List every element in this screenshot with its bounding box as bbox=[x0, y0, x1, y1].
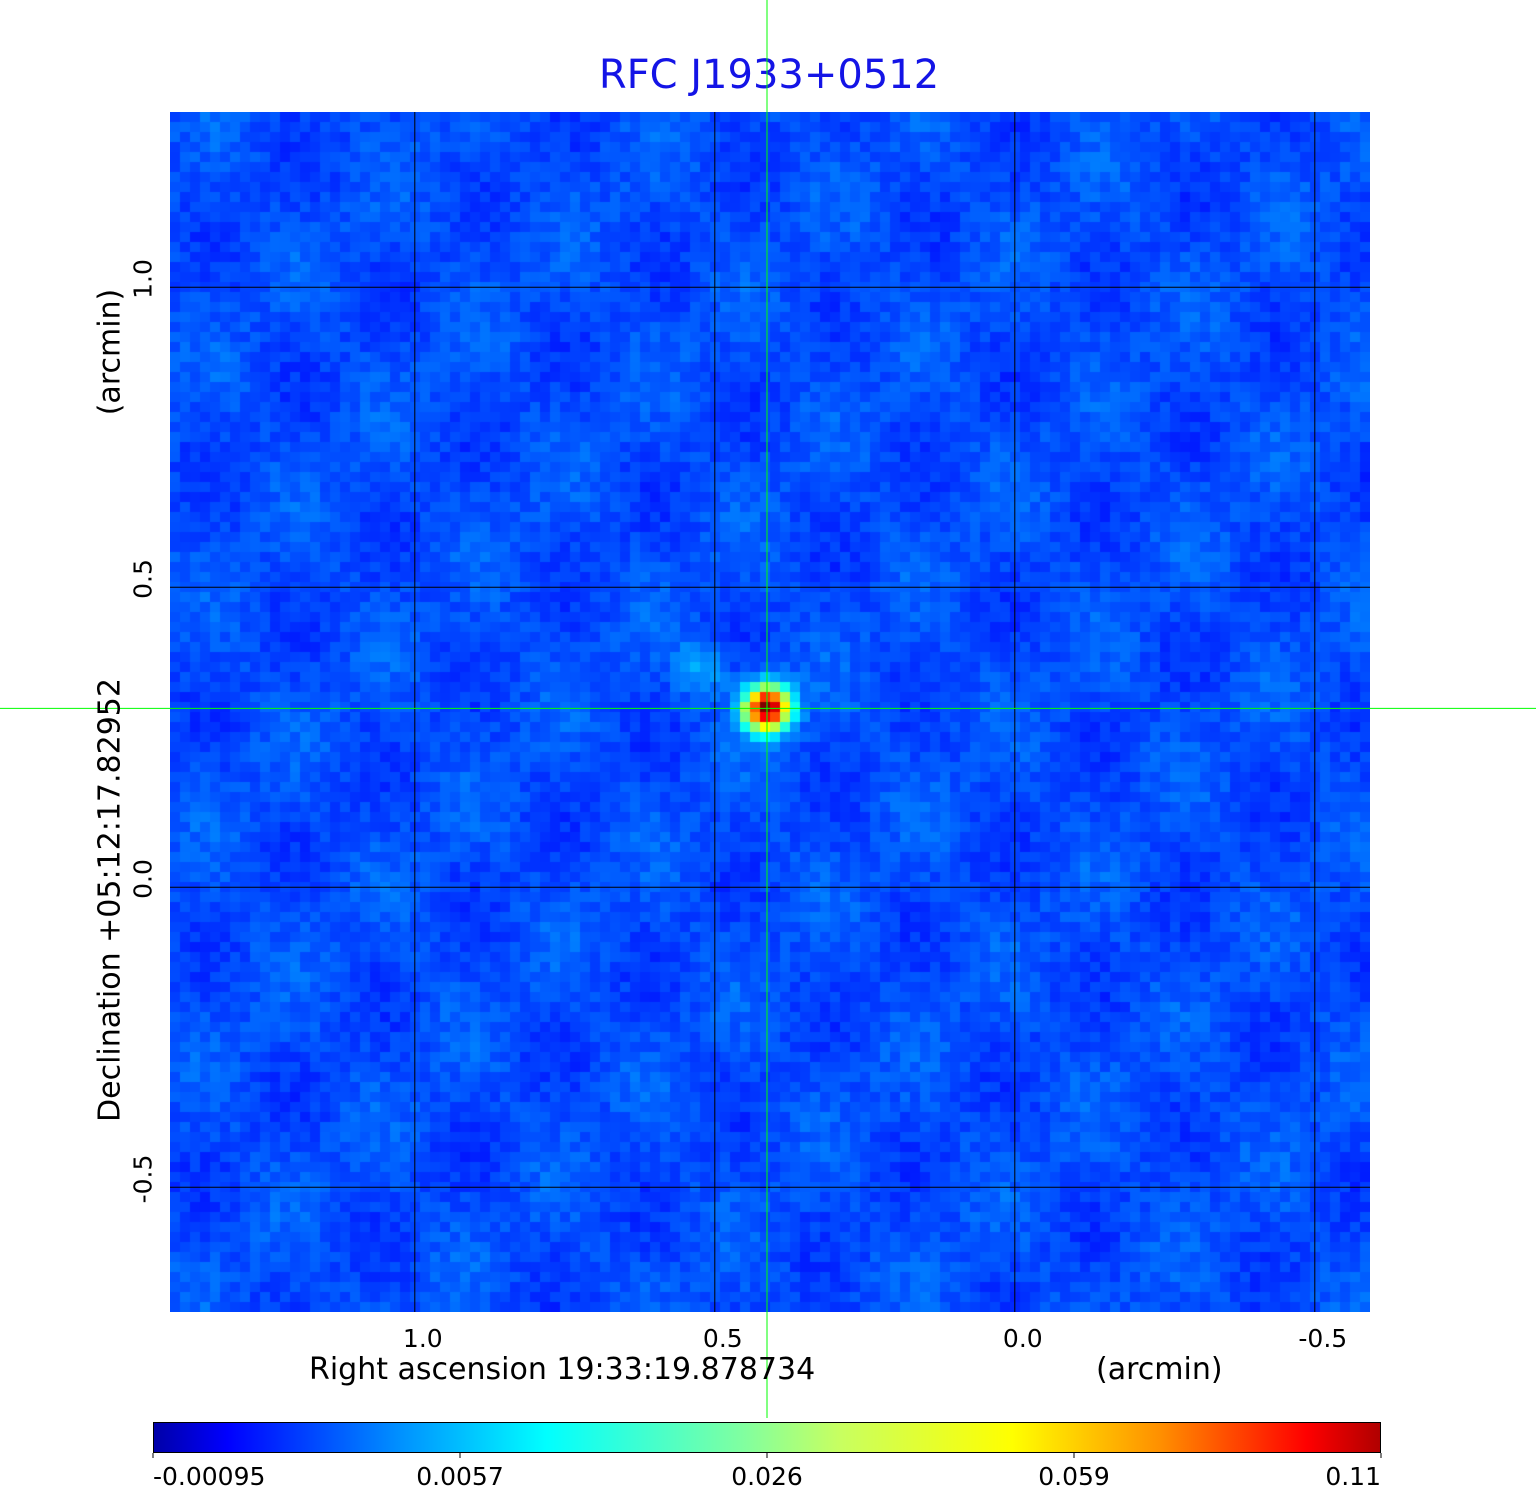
colorbar bbox=[153, 1422, 1381, 1453]
x-axis-unit: (arcmin) bbox=[1096, 1352, 1223, 1387]
x-tick-label: -0.5 bbox=[1298, 1324, 1348, 1353]
y-axis-label: Declination +05:12:17.82952 bbox=[92, 678, 128, 1122]
y-tick-label: 0.5 bbox=[128, 559, 158, 600]
colorbar-tick-label: 0.0057 bbox=[416, 1462, 504, 1491]
x-axis-label: Right ascension 19:33:19.878734 bbox=[309, 1352, 816, 1387]
x-tick-label: 1.0 bbox=[402, 1324, 443, 1353]
sky-image-heatmap bbox=[170, 112, 1370, 1312]
y-tick-label: 1.0 bbox=[128, 259, 158, 300]
colorbar-tick-label: 0.11 bbox=[1325, 1462, 1381, 1491]
x-tick-label: 0.0 bbox=[1002, 1324, 1043, 1353]
y-tick-label: -0.5 bbox=[128, 1154, 158, 1204]
y-tick-label: 0.0 bbox=[128, 859, 158, 900]
colorbar-tick-label: 0.059 bbox=[1038, 1462, 1110, 1491]
chart-title: RFC J1933+0512 bbox=[598, 52, 940, 98]
colorbar-tick-label: -0.00095 bbox=[153, 1462, 266, 1491]
colorbar-tick-label: 0.026 bbox=[731, 1462, 803, 1491]
x-tick-label: 0.5 bbox=[702, 1324, 743, 1353]
y-axis-unit: (arcmin) bbox=[92, 288, 128, 416]
